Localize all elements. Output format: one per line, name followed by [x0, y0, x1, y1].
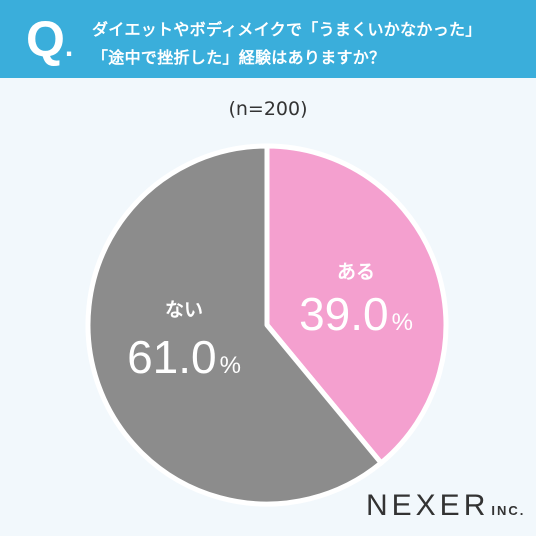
slice-value-yes: 39.0%: [299, 288, 413, 340]
q-mark: Q.: [26, 12, 73, 74]
brand-suffix: INC.: [491, 503, 526, 518]
slice-label-no: ない: [165, 299, 203, 321]
pie-slice-yes: [264, 143, 449, 466]
pie-slice-no: [85, 143, 384, 507]
slice-value-no: 61.0%: [127, 331, 241, 383]
q-letter: Q: [26, 11, 65, 67]
q-dot: .: [64, 30, 74, 63]
slice-label-yes: ある: [337, 261, 375, 283]
question-header: Q. ダイエットやボディメイクで「うまくいかなかった」 「途中で挫折した」経験は…: [0, 0, 536, 78]
brand-name: NEXER: [366, 489, 490, 522]
nexer-logo: NEXER INC.: [366, 489, 525, 523]
question-line-2: 「途中で挫折した」経験はありますか？: [92, 48, 386, 67]
sample-size-note: (n=200): [228, 98, 308, 120]
question-line-1: ダイエットやボディメイクで「うまくいかなかった」: [92, 20, 482, 39]
